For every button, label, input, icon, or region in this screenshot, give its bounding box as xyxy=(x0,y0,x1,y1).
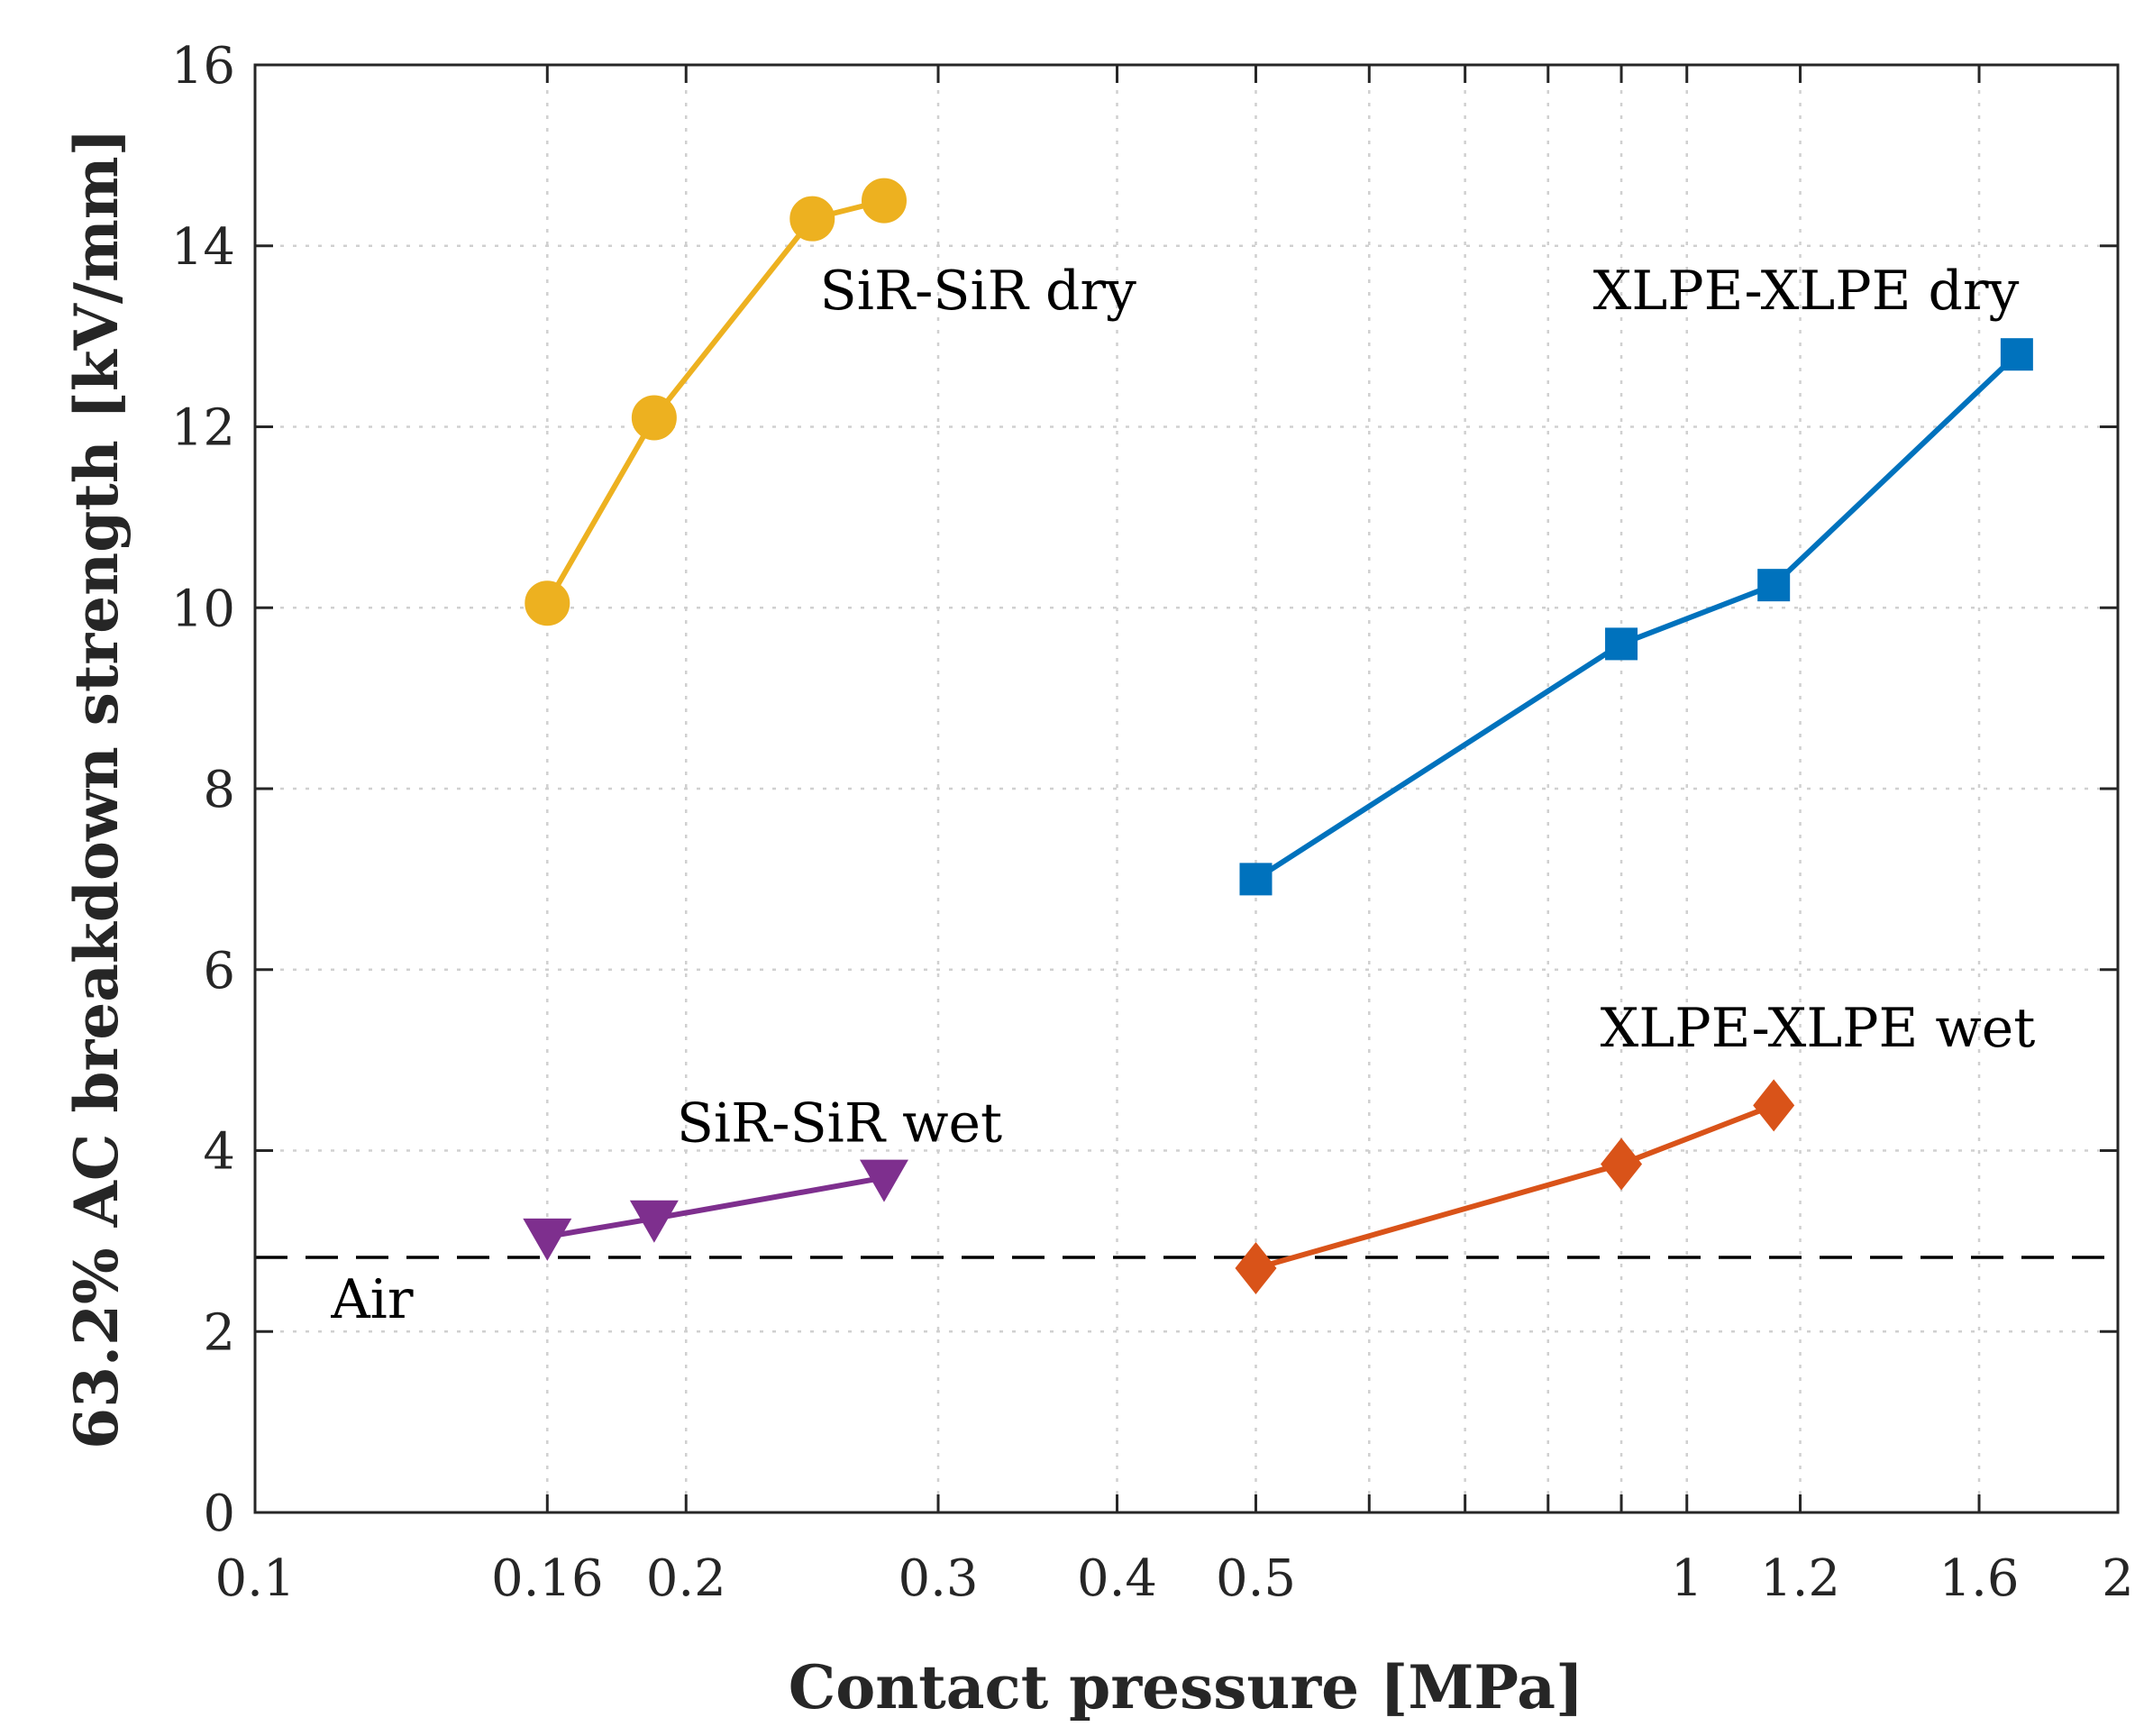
sir-sir-dry-line xyxy=(544,197,885,605)
x-tick-label: 1.2 xyxy=(1760,1549,1840,1608)
sir-sir-wet-point xyxy=(859,1159,908,1202)
y-tick-label: 2 xyxy=(203,1303,235,1362)
y-tick-label: 8 xyxy=(203,761,235,819)
sir-sir-dry-point xyxy=(525,580,570,626)
y-tick-label: 12 xyxy=(171,399,235,458)
x-tick-label: 0.2 xyxy=(646,1549,726,1608)
sir-sir-dry-point xyxy=(631,395,677,441)
xlpe-xlpe-dry-point xyxy=(1239,863,1273,896)
annotation-xlpe-xlpe-wet: XLPE-XLPE wet xyxy=(1601,997,2036,1060)
axis-ticks: 0.1 0.16 0.2 0.3 0.4 0.5 1 1.2 1.6 2 0 2 4 6 8 10 12 14 16 xyxy=(171,37,2134,1608)
annotation-xlpe-xlpe-dry: XLPE-XLPE dry xyxy=(1593,260,2020,323)
xlpe-xlpe-dry-point xyxy=(2000,338,2033,371)
x-tick-label: 2 xyxy=(2102,1549,2134,1608)
xlpe-xlpe-dry-point xyxy=(1605,627,1638,661)
annotation-sir-sir-wet: SiR-SiR wet xyxy=(677,1092,1002,1155)
y-tick-label: 14 xyxy=(171,218,235,277)
grid-lines xyxy=(255,65,2118,1512)
sir-sir-dry-point xyxy=(789,196,835,242)
xlpe-xlpe-wet-point xyxy=(1601,1138,1643,1191)
x-axis-title: Contact pressure [MPa] xyxy=(789,1652,1584,1722)
annotation-sir-sir-dry: SiR-SiR dry xyxy=(820,260,1136,323)
x-tick-label: 0.1 xyxy=(214,1549,295,1608)
x-tick-label: 0.4 xyxy=(1077,1549,1157,1608)
y-tick-label: 4 xyxy=(203,1123,235,1182)
x-tick-label: 0.16 xyxy=(491,1549,604,1608)
y-tick-label: 6 xyxy=(203,942,235,1000)
y-axis-title: 63.2% AC breakdown strength [kV/mm] xyxy=(61,128,132,1449)
series-layer xyxy=(523,178,2033,1294)
xlpe-xlpe-wet-point xyxy=(1753,1079,1795,1132)
xlpe-xlpe-wet-point xyxy=(1235,1241,1277,1294)
sir-sir-wet-point xyxy=(523,1218,572,1261)
annotations: SiR-SiR dry XLPE-XLPE dry SiR-SiR wet XLPE-… xyxy=(330,260,2035,1331)
y-tick-label: 0 xyxy=(203,1485,235,1543)
y-tick-label: 10 xyxy=(171,580,235,638)
x-tick-label: 1 xyxy=(1671,1549,1703,1608)
xlpe-xlpe-dry-point xyxy=(1757,569,1791,602)
x-tick-label: 0.5 xyxy=(1216,1549,1296,1608)
x-tick-label: 1.6 xyxy=(1939,1549,2020,1608)
sir-sir-wet-point xyxy=(629,1200,679,1243)
sir-sir-dry-point xyxy=(861,178,907,224)
xlpe-xlpe-wet-line xyxy=(1254,1102,1775,1271)
annotation-air: Air xyxy=(330,1268,414,1331)
y-tick-label: 16 xyxy=(171,37,235,96)
xlpe-xlpe-dry-line xyxy=(1254,352,2019,882)
x-tick-label: 0.3 xyxy=(898,1549,978,1608)
sir-sir-wet-line xyxy=(546,1174,885,1239)
